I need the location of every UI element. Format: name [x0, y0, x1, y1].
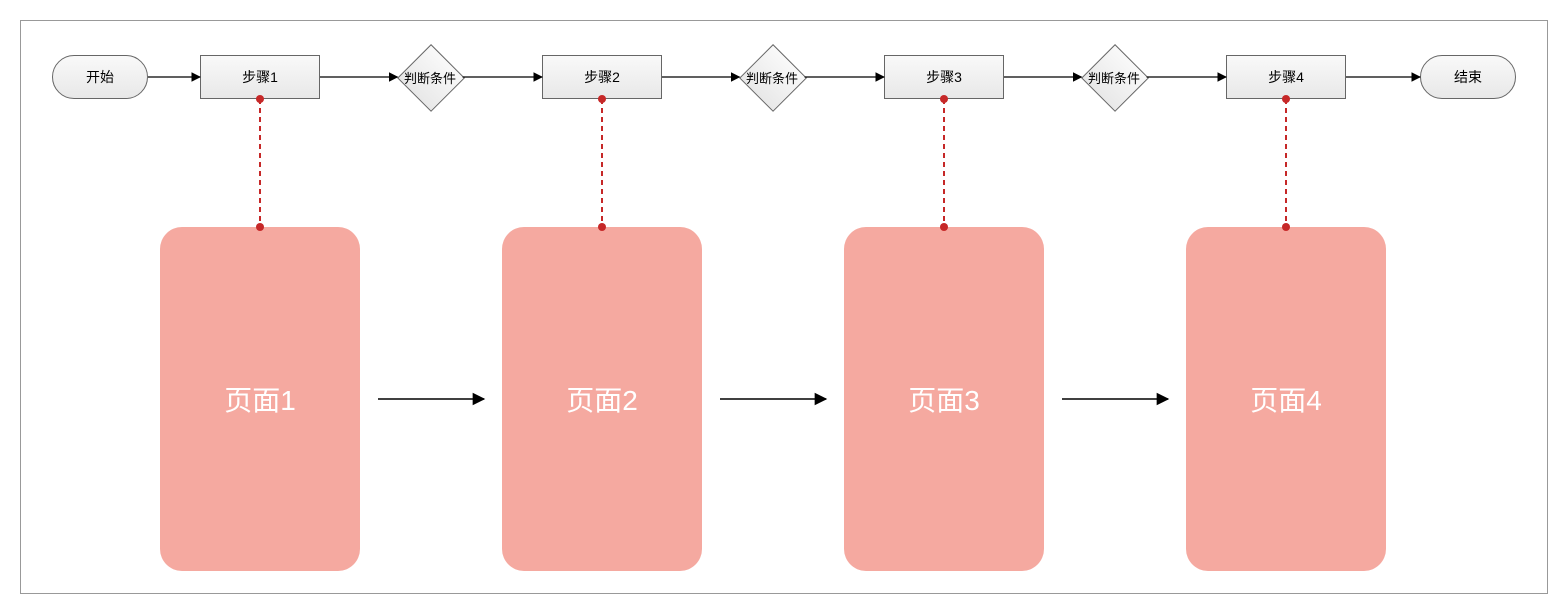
flow-node-step2: 步骤2	[542, 55, 662, 99]
flow-node-step4: 步骤4	[1226, 55, 1346, 99]
flow-node-label: 步骤2	[584, 67, 620, 87]
flow-node-label: 步骤1	[242, 67, 278, 87]
flow-node-label: 步骤3	[926, 67, 962, 87]
flow-node-label: 判断条件	[380, 45, 480, 109]
flow-node-decision1: 判断条件	[380, 45, 480, 109]
flow-node-label: 步骤4	[1268, 67, 1304, 87]
page-card-4: 页面4	[1186, 227, 1386, 571]
flow-node-label: 开始	[86, 67, 114, 87]
page-card-label: 页面2	[566, 379, 638, 419]
flow-node-label: 结束	[1454, 67, 1482, 87]
flow-node-label: 判断条件	[722, 45, 822, 109]
flow-node-step1: 步骤1	[200, 55, 320, 99]
page-card-label: 页面1	[224, 379, 296, 419]
flow-node-start: 开始	[52, 55, 148, 99]
flow-node-label: 判断条件	[1064, 45, 1164, 109]
page-card-label: 页面3	[908, 379, 980, 419]
diagram-canvas: 开始 结束 步骤1 步骤2 步骤3 步骤4 判断条件 判断条件 判断条件 页面1…	[0, 0, 1568, 614]
flow-node-step3: 步骤3	[884, 55, 1004, 99]
page-card-label: 页面4	[1250, 379, 1322, 419]
page-card-2: 页面2	[502, 227, 702, 571]
page-card-3: 页面3	[844, 227, 1044, 571]
flow-node-decision3: 判断条件	[1064, 45, 1164, 109]
page-card-1: 页面1	[160, 227, 360, 571]
flow-node-decision2: 判断条件	[722, 45, 822, 109]
flow-node-end: 结束	[1420, 55, 1516, 99]
